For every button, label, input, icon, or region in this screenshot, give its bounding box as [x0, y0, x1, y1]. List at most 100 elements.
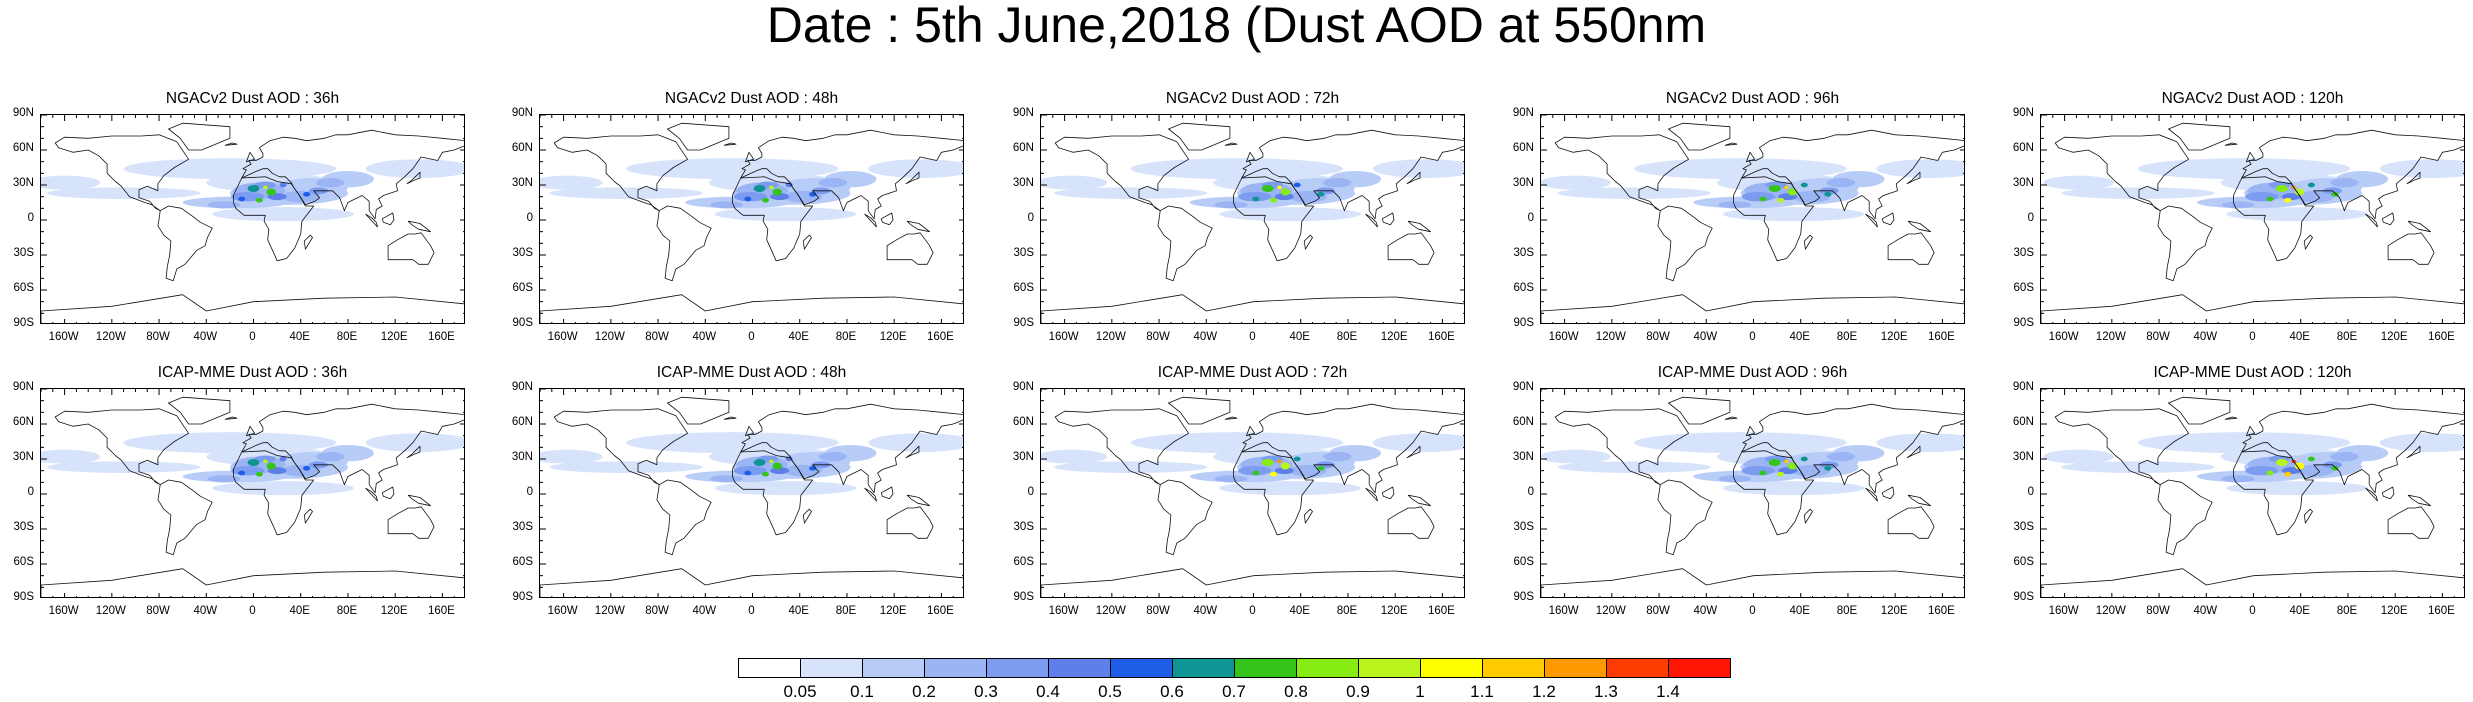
longitude-tick-label: 80E	[336, 605, 358, 617]
coastline	[1407, 220, 1431, 233]
colorbar-tick-label: 1.1	[1470, 682, 1494, 701]
colorbar-swatch	[1606, 658, 1669, 678]
map-panel: NGACv2 Dust AOD : 96h 90N 60N 30N 0 30S 60S 90S…	[1500, 90, 1975, 370]
coastline	[1907, 494, 1931, 507]
coastline	[656, 205, 712, 282]
map-panel: ICAP-MME Dust AOD : 72h 90N 60N 30N 0 30S 60S 9…	[1000, 364, 1475, 644]
latitude-tick-label: 0	[2027, 212, 2034, 224]
map-frame	[2040, 114, 2465, 324]
aod-hotspot	[761, 471, 770, 477]
aod-contour-region	[1323, 452, 1352, 462]
coastlines	[41, 122, 464, 323]
coastline	[656, 479, 712, 556]
coastline	[1054, 408, 1189, 486]
coastline	[1224, 142, 1238, 146]
colorbar-swatch	[1172, 658, 1235, 678]
aod-hotspot	[1800, 182, 1808, 188]
coastlines	[540, 396, 963, 597]
longitude-tick-label: 40W	[1693, 331, 1718, 343]
latitude-tick-label: 0	[1527, 486, 1534, 498]
longitude-tick-label: 80W	[645, 605, 669, 617]
colorbar-tick-label: 1	[1415, 682, 1425, 701]
coastline	[802, 234, 812, 250]
aod-contour-region	[2043, 449, 2115, 464]
coastline	[2365, 213, 2378, 228]
axis-ticks	[41, 389, 464, 597]
coastline	[1907, 220, 1931, 233]
latitude-tick-label: 60N	[1012, 142, 1034, 154]
longitude-tick-label: 120E	[380, 605, 408, 617]
latitude-tick-label: 90S	[1013, 317, 1034, 329]
coastline	[1233, 176, 1315, 262]
latitude-tick-label: 60N	[12, 142, 34, 154]
aod-hotspot	[1768, 185, 1781, 192]
coastline	[2157, 205, 2213, 282]
latitude-tick-label: 90N	[1512, 107, 1534, 119]
latitude-tick-label: 60S	[13, 282, 34, 294]
longitude-tick-label: 40W	[193, 605, 218, 617]
aod-hotspot	[1280, 462, 1291, 470]
longitude-tick-label: 80W	[1646, 331, 1670, 343]
longitude-tick-label: 40E	[289, 331, 310, 343]
longitude-tick-label: 80E	[835, 605, 857, 617]
coastline	[1803, 508, 1813, 524]
longitude-tick-label: 120E	[1880, 331, 1908, 343]
longitude-tick-label: 160W	[1548, 331, 1579, 343]
aod-hotspot	[1293, 456, 1301, 462]
dust-aod-shading	[1041, 158, 1464, 222]
aod-contour-region	[1372, 433, 1464, 452]
aod-hotspot	[255, 197, 263, 203]
longitude-tick-label: 80E	[1836, 605, 1858, 617]
aod-contour-region	[1214, 475, 1248, 483]
colorbar-swatch	[1482, 658, 1545, 678]
colorbar-swatch	[1296, 658, 1359, 678]
axis-ticks	[41, 115, 464, 323]
aod-contour-region	[540, 175, 603, 190]
dust-aod-shading	[1541, 432, 1964, 496]
coastline	[1407, 494, 1431, 507]
coastlines	[540, 122, 963, 323]
coastline	[2246, 151, 2256, 163]
aod-contour-region	[2245, 466, 2279, 476]
axis-ticks	[2041, 389, 2464, 597]
coastline	[2406, 171, 2421, 185]
aod-hotspot	[1800, 456, 1808, 462]
dust-aod-map	[1041, 115, 1464, 323]
coastline	[2246, 425, 2256, 437]
coastline	[2406, 445, 2421, 459]
longitude-tick-label: 120E	[1880, 605, 1908, 617]
aod-hotspot	[761, 197, 770, 203]
aod-contour-region	[868, 433, 963, 452]
latitude-tick-label: 30S	[1513, 247, 1534, 259]
colorbar-swatch	[738, 658, 801, 678]
coastline	[1746, 151, 1756, 163]
coastline	[553, 134, 688, 212]
coastline	[2054, 134, 2189, 212]
map-panel: ICAP-MME Dust AOD : 36h 90N 60N 30N 0 30S 60S 9…	[0, 364, 475, 644]
coastline	[1041, 294, 1464, 323]
latitude-tick-label: 60S	[512, 282, 533, 294]
latitude-tick-label: 90S	[1513, 591, 1534, 603]
aod-hotspot	[2331, 192, 2339, 197]
coastline	[387, 506, 435, 539]
aod-contour-region	[281, 190, 320, 203]
axis-ticks	[1041, 389, 1464, 597]
longitude-tick-label: 120W	[2095, 331, 2126, 343]
latitude-tick-label: 30S	[13, 247, 34, 259]
longitude-tick-label: 0	[249, 331, 256, 343]
aod-contour-region	[2379, 433, 2464, 452]
coastline	[2224, 416, 2238, 420]
coastline	[1224, 416, 1238, 420]
aod-contour-region	[41, 449, 101, 464]
latitude-tick-label: 30S	[2013, 247, 2034, 259]
aod-hotspot	[2294, 462, 2305, 470]
latitude-tick-label: 90S	[2013, 317, 2034, 329]
coastline	[1865, 213, 1878, 228]
longitude-tick-label: 160E	[926, 605, 954, 617]
aod-contour-region	[2330, 452, 2359, 462]
axis-ticks	[1541, 389, 1964, 597]
aod-hotspot	[262, 459, 268, 464]
coastline	[745, 151, 755, 163]
aod-contour-region	[1741, 192, 1775, 202]
dust-aod-shading	[41, 432, 464, 496]
